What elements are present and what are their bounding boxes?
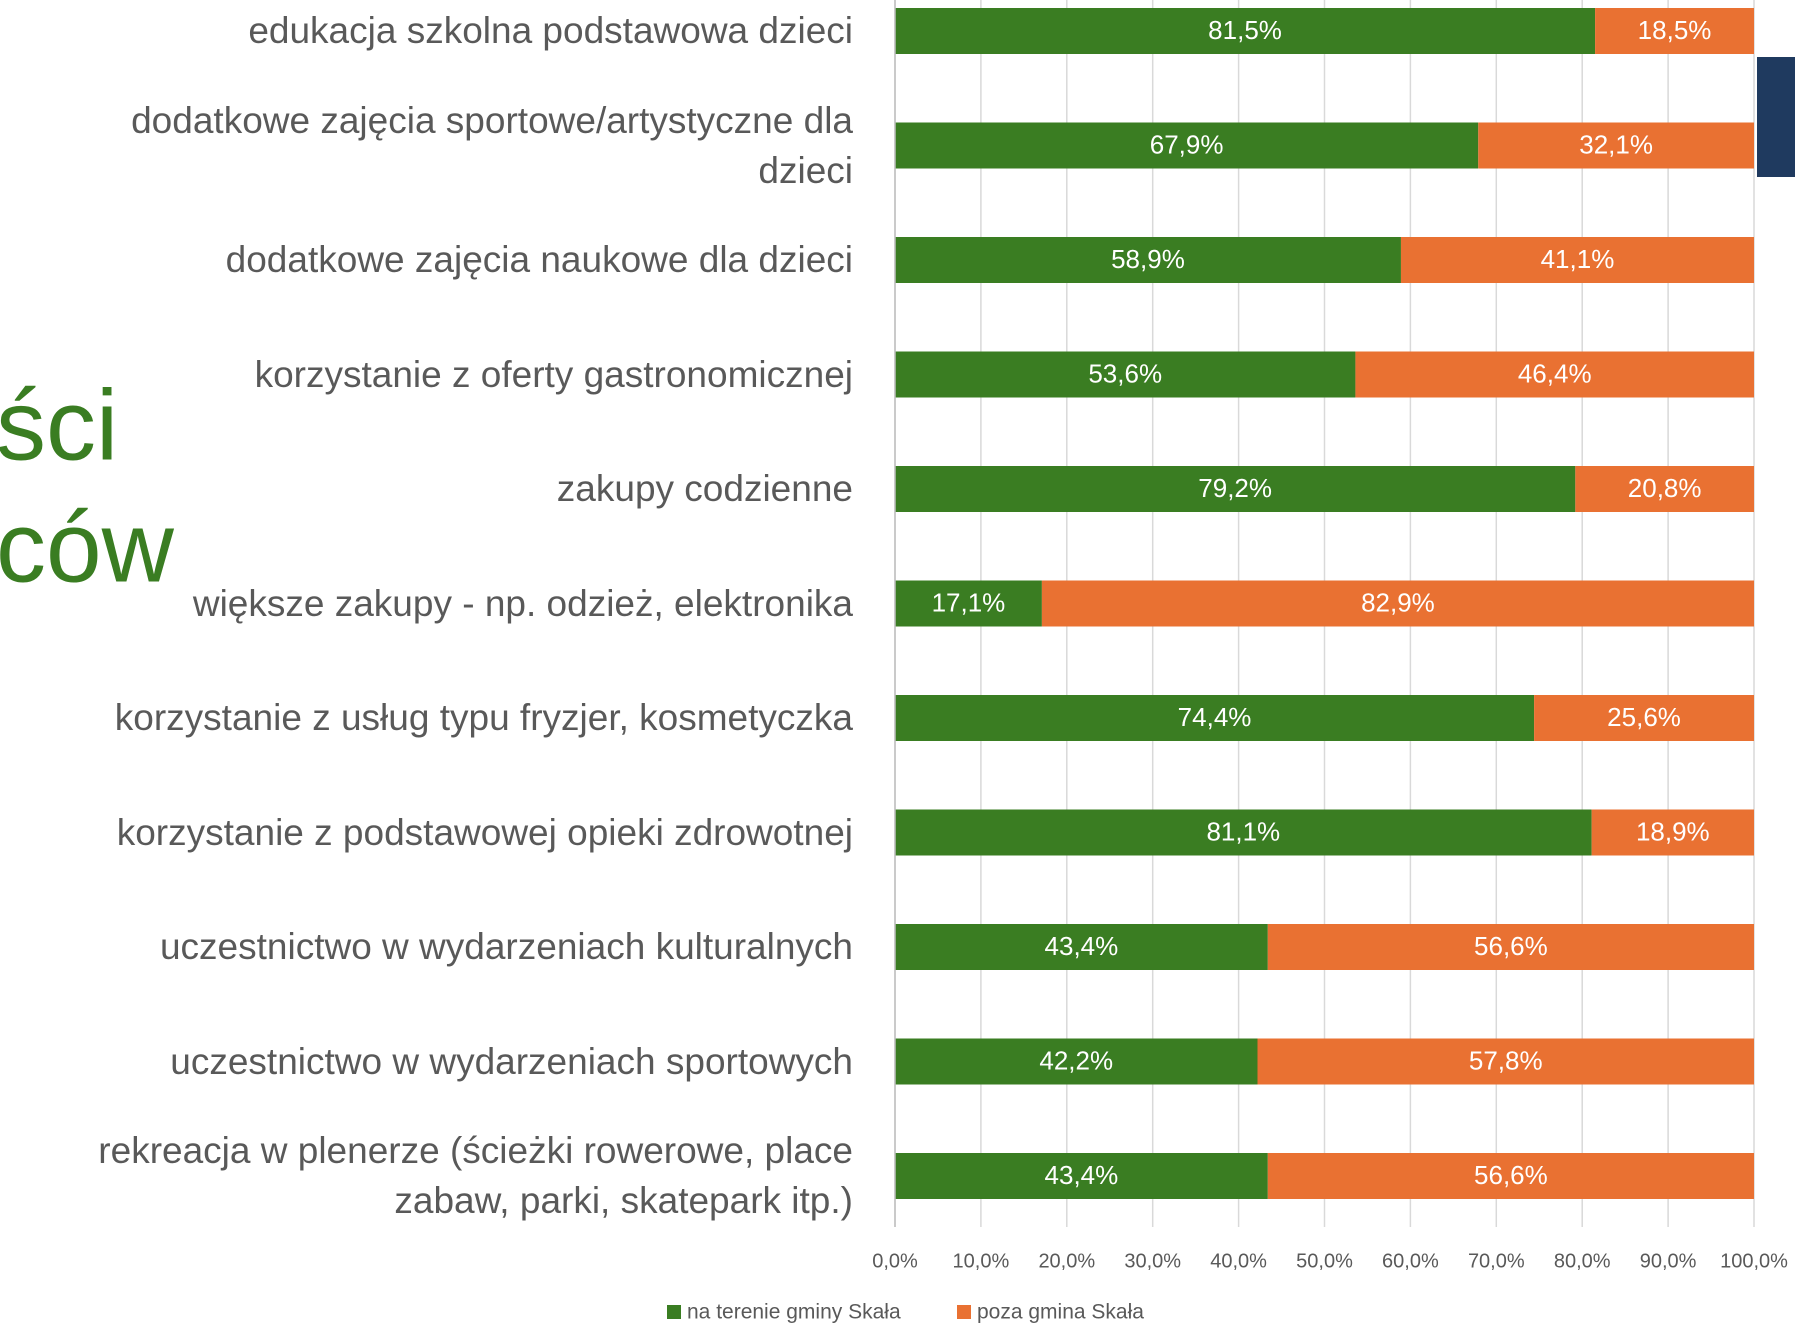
bar-segment	[1400, 237, 1754, 283]
value-label: 18,5%	[1638, 15, 1712, 45]
legend-swatch	[667, 1305, 681, 1319]
bar-segment	[895, 580, 1042, 627]
value-label: 81,5%	[1208, 15, 1282, 45]
category-label: uczestnictwo w wydarzeniach kulturalnych	[159, 926, 853, 967]
value-label: 43,4%	[1045, 931, 1119, 961]
bar-segment	[1355, 351, 1754, 398]
value-label: 67,9%	[1150, 129, 1224, 159]
value-label: 46,4%	[1518, 358, 1592, 388]
bar-segment	[895, 809, 1592, 856]
bar-segment	[1575, 466, 1754, 512]
x-tick-label: 50,0%	[1296, 1250, 1353, 1272]
bar-segment	[895, 466, 1576, 512]
bar-segment	[1041, 580, 1754, 627]
category-label: dodatkowe zajęcia sportowe/artystyczne d…	[131, 99, 853, 191]
value-label: 57,8%	[1469, 1045, 1543, 1075]
value-label: 42,2%	[1039, 1045, 1113, 1075]
category-label: korzystanie z oferty gastronomicznej	[254, 353, 853, 395]
bar-segment	[895, 695, 1535, 741]
bar-segment	[895, 351, 1356, 398]
x-tick-label: 100,0%	[1720, 1250, 1788, 1272]
value-label: 20,8%	[1628, 473, 1702, 503]
bar-segment	[895, 122, 1479, 169]
category-label: rekreacja w plenerze (ścieżki rowerowe, …	[98, 1130, 853, 1221]
legend-label: na terenie gminy Skała	[687, 1301, 901, 1324]
category-label: zakupy codzienne	[556, 468, 853, 509]
x-tick-label: 90,0%	[1640, 1250, 1697, 1272]
bar-segment	[895, 1153, 1268, 1199]
bar-segment	[1478, 122, 1754, 169]
bar-segment	[1267, 924, 1754, 970]
side-panel	[1757, 57, 1795, 177]
value-label: 17,1%	[932, 587, 1006, 617]
x-tick-label: 30,0%	[1124, 1250, 1181, 1272]
bar-segment	[1267, 1153, 1754, 1199]
bar-segment	[1595, 8, 1754, 54]
x-tick-label: 40,0%	[1210, 1250, 1267, 1272]
category-label: uczestnictwo w wydarzeniach sportowych	[170, 1040, 853, 1082]
category-label: edukacja szkolna podstawowa dzieci	[248, 10, 853, 51]
x-tick-label: 70,0%	[1468, 1250, 1525, 1272]
value-label: 32,1%	[1579, 129, 1653, 159]
bar-segment	[1257, 1038, 1754, 1085]
bar-segment	[895, 8, 1596, 54]
value-label: 18,9%	[1636, 816, 1710, 846]
value-label: 43,4%	[1045, 1160, 1119, 1190]
value-label: 58,9%	[1111, 244, 1185, 274]
category-label: większe zakupy - np. odzież, elektronika	[192, 582, 853, 624]
value-label: 41,1%	[1541, 244, 1615, 274]
bar-segment	[895, 924, 1268, 970]
value-label: 81,1%	[1206, 816, 1280, 846]
title-fragment: ców	[0, 491, 175, 603]
legend-label: poza gmina Skała	[977, 1301, 1144, 1324]
bar-segment	[895, 237, 1401, 283]
x-tick-label: 80,0%	[1554, 1250, 1611, 1272]
value-label: 79,2%	[1198, 473, 1272, 503]
x-tick-label: 0,0%	[872, 1250, 918, 1272]
value-label: 82,9%	[1361, 587, 1435, 617]
category-label: korzystanie z podstawowej opieki zdrowot…	[116, 811, 853, 853]
value-label: 74,4%	[1178, 702, 1252, 732]
value-label: 53,6%	[1088, 358, 1162, 388]
value-label: 56,6%	[1474, 1160, 1548, 1190]
bar-segment	[1591, 809, 1754, 856]
bar-segment	[895, 1038, 1258, 1085]
x-tick-label: 10,0%	[953, 1250, 1010, 1272]
x-tick-label: 60,0%	[1382, 1250, 1439, 1272]
x-tick-label: 20,0%	[1038, 1250, 1095, 1272]
value-label: 56,6%	[1474, 931, 1548, 961]
value-label: 25,6%	[1607, 702, 1681, 732]
bar-segment	[1534, 695, 1754, 741]
category-label: korzystanie z usług typu fryzjer, kosmet…	[114, 697, 853, 738]
title-fragment: ści	[0, 369, 118, 481]
category-label: dodatkowe zajęcia naukowe dla dzieci	[225, 239, 853, 280]
legend-swatch	[957, 1305, 971, 1319]
